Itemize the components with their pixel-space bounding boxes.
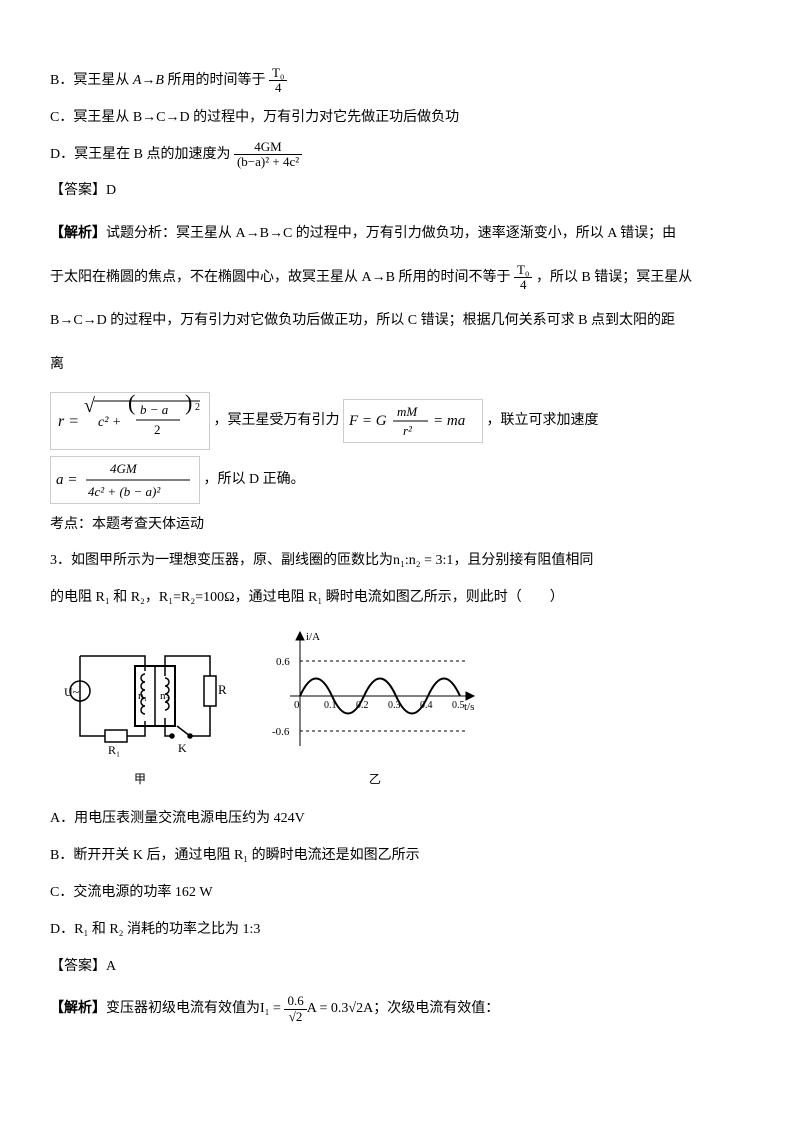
svg-text:0: 0 (294, 699, 300, 711)
option-b-prefix: B．冥王星从 (50, 73, 133, 88)
r-label: R (218, 682, 227, 697)
formula-a-text: ，所以 D 正确。 (204, 472, 305, 487)
r1-label: R₁ (108, 743, 120, 757)
xtick-4: 0.4 (420, 700, 433, 711)
frac-t0-2: T₀ 4 (514, 263, 532, 293)
frac-4gm-num: 4GM (234, 140, 302, 155)
frac-t0-2-den: 4 (514, 278, 532, 292)
xtick-1: 0.1 (324, 700, 337, 711)
n2-label: n₂ (160, 690, 170, 702)
analysis2-i1: I₁ = (260, 1001, 284, 1016)
svg-text:(: ( (128, 392, 135, 415)
q3-opt-c: C．交流电源的功率 162 W (50, 878, 750, 909)
fig-right-label: 乙 (270, 766, 480, 792)
svg-text:2: 2 (154, 422, 161, 437)
option-d: D．冥王星在 B 点的加速度为 4GM (b−a)² + 4c² (50, 140, 750, 171)
frac-t0-den: 4 (269, 81, 287, 95)
svg-text:r²: r² (403, 423, 413, 438)
frac-06: 0.6√2 (284, 994, 306, 1024)
analysis-1b2: ，所以 B 错误；冥王星从 (536, 270, 692, 285)
analysis2-label: 【解析】 (50, 1001, 106, 1016)
option-b-mid: 所用的时间等于 (167, 73, 265, 88)
svg-text:4c² + (b − a)²: 4c² + (b − a)² (88, 484, 161, 499)
formula-r-text: ，冥王星受万有引力 (214, 413, 340, 428)
frac-t0-num: T₀ (269, 66, 287, 81)
circuit-wrap: U~ n₁ n₂ R₁ R K 甲 (50, 626, 230, 792)
formula-f: F = G mM r² = ma (343, 399, 483, 443)
frac-4gm-den: (b−a)² + 4c² (234, 155, 302, 169)
frac-t0-2-num: T₀ (514, 263, 532, 278)
svg-text:r =: r = (58, 413, 79, 430)
svg-text:a =: a = (56, 472, 77, 488)
fig-left-label: 甲 (50, 766, 230, 792)
q3-opt-a: A．用电压表测量交流电源电压约为 424V (50, 804, 750, 835)
q3-opt-b: B．断开开关 K 后，通过电阻 R₁ 的瞬时电流还是如图乙所示 (50, 841, 750, 872)
answer-1: 【答案】D (50, 176, 750, 207)
analysis2-b: A = 0.3√2A (307, 1001, 374, 1016)
analysis2-a: 变压器初级电流有效值为 (106, 1001, 260, 1016)
analysis-1-line2: 于太阳在椭圆的焦点，不在椭圆中心，故冥王星从 A→B 所用的时间不等于 T₀ 4… (50, 261, 750, 295)
formula-row-a: a = 4GM 4c² + (b − a)² ，所以 D 正确。 (50, 456, 750, 504)
analysis-1-line4: 离 (50, 348, 750, 382)
formula-r-text2: ，联立可求加速度 (487, 413, 599, 428)
formula-r: r = √ c² + ( ) 2 b − a 2 (50, 392, 210, 450)
xtick-5: 0.5 (452, 700, 465, 711)
xtick-3: 0.3 (388, 700, 401, 711)
q3-b: ，且分别接有阻值相同 (453, 553, 593, 568)
y-axis-label: i/A (306, 631, 320, 643)
ytick-pos: 0.6 (276, 656, 290, 668)
option-d-prefix: D．冥王星在 B 点的加速度为 (50, 147, 230, 162)
q3-ratio: n₁:n₂ = 3:1 (393, 553, 453, 568)
frac-06-num: 0.6 (284, 994, 306, 1009)
svg-text:= ma: = ma (433, 413, 465, 429)
option-c: C．冥王星从 B→C→D 的过程中，万有引力对它先做正功后做负功 (50, 103, 750, 134)
q3-a: 3．如图甲所示为一理想变压器，原、副线圈的匝数比为 (50, 553, 393, 568)
svg-text:2: 2 (195, 402, 200, 413)
analysis-1-line3: B→C→D 的过程中，万有引力对它做负功后做正功，所以 C 错误；根据几何关系可… (50, 304, 750, 338)
k-label: K (178, 741, 187, 755)
wave-diagram: 0.6 -0.6 0 0.1 0.2 0.3 0.4 0.5 i/A t/s (270, 626, 480, 766)
diagram-row: U~ n₁ n₂ R₁ R K 甲 0.6 -0.6 0 0.1 0.2 0.3… (50, 626, 750, 792)
frac-06-den: √2 (284, 1010, 306, 1024)
ytick-neg: -0.6 (272, 726, 290, 738)
frac-4gm: 4GM (b−a)² + 4c² (234, 140, 302, 170)
q3-line1: 3．如图甲所示为一理想变压器，原、副线圈的匝数比为n₁:n₂ = 3:1，且分别… (50, 546, 750, 577)
x-axis-label: t/s (464, 701, 474, 713)
analysis2-c: ；次级电流有效值： (373, 1001, 499, 1016)
n1-label: n₁ (138, 690, 148, 702)
svg-text:F = G: F = G (348, 413, 387, 429)
svg-text:mM: mM (397, 404, 418, 419)
analysis-label: 【解析】 (50, 226, 106, 241)
frac-t0: T₀ 4 (269, 66, 287, 96)
q3-opt-d: D．R₁ 和 R₂ 消耗的功率之比为 1:3 (50, 915, 750, 946)
formula-row-r: r = √ c² + ( ) 2 b − a 2 ，冥王星受万有引力 F = G… (50, 392, 750, 450)
svg-text:): ) (185, 392, 192, 415)
analysis-1b: 于太阳在椭圆的焦点，不在椭圆中心，故冥王星从 A→B 所用的时间不等于 (50, 270, 510, 285)
formula-a: a = 4GM 4c² + (b − a)² (50, 456, 200, 504)
analysis-1-line1: 【解析】试题分析：冥王星从 A→B→C 的过程中，万有引力做负功，速率逐渐变小，… (50, 217, 750, 251)
analysis-1a: 试题分析：冥王星从 A→B→C 的过程中，万有引力做负功，速率逐渐变小，所以 A… (106, 226, 676, 241)
analysis-2: 【解析】变压器初级电流有效值为I₁ = 0.6√2A = 0.3√2A；次级电流… (50, 992, 750, 1026)
xtick-2: 0.2 (356, 700, 369, 711)
q3-line2: 的电阻 R₁ 和 R₂，R₁=R₂=100Ω，通过电阻 R₁ 瞬时电流如图乙所示… (50, 583, 750, 614)
option-b-path: A→B (133, 73, 164, 88)
source-label: U~ (64, 685, 80, 699)
svg-text:c² +: c² + (98, 415, 121, 430)
wave-wrap: 0.6 -0.6 0 0.1 0.2 0.3 0.4 0.5 i/A t/s 乙 (270, 626, 480, 792)
svg-text:√: √ (84, 395, 95, 417)
answer-2: 【答案】A (50, 952, 750, 983)
circuit-diagram: U~ n₁ n₂ R₁ R K (50, 626, 230, 766)
svg-text:b − a: b − a (140, 402, 169, 417)
kaodian: 考点：本题考查天体运动 (50, 510, 750, 541)
option-b: B．冥王星从 A→B 所用的时间等于 T₀ 4 (50, 66, 750, 97)
svg-text:4GM: 4GM (110, 461, 138, 476)
